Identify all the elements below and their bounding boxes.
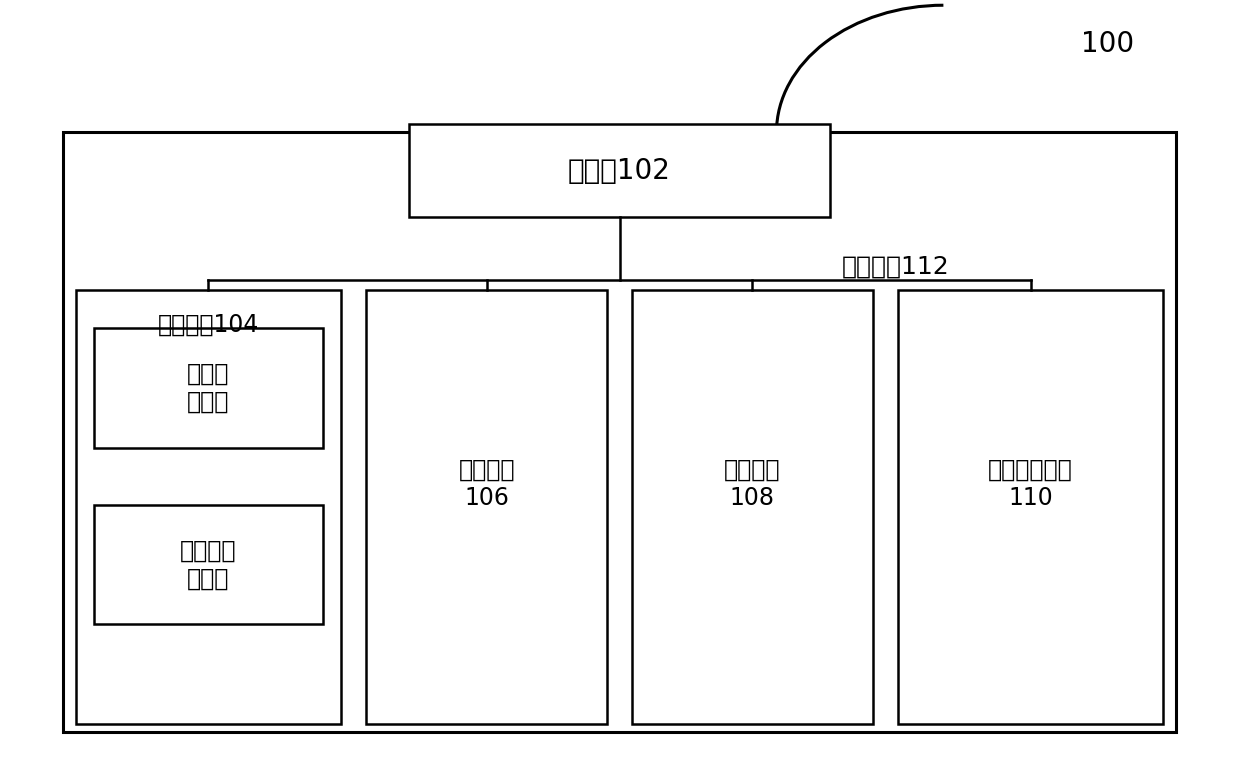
- Bar: [409, 124, 830, 217]
- Text: 存储装置104: 存储装置104: [157, 313, 259, 337]
- Text: 图像采集装置
110: 图像采集装置 110: [989, 458, 1073, 510]
- Text: 100: 100: [1082, 29, 1135, 58]
- Bar: [897, 290, 1163, 724]
- Bar: [366, 290, 607, 724]
- Bar: [63, 132, 1176, 732]
- Text: 输入装置
106: 输入装置 106: [458, 458, 515, 510]
- Text: 输出装置
108: 输出装置 108: [724, 458, 781, 510]
- Text: 非易失性
存储器: 非易失性 存储器: [180, 539, 237, 591]
- Text: 处理器102: 处理器102: [567, 157, 672, 185]
- Text: 总线系统112: 总线系统112: [843, 255, 950, 279]
- Bar: [94, 328, 323, 448]
- Text: 易失性
存储器: 易失性 存储器: [187, 362, 229, 414]
- Bar: [76, 290, 342, 724]
- Bar: [632, 290, 873, 724]
- Bar: [94, 505, 323, 625]
